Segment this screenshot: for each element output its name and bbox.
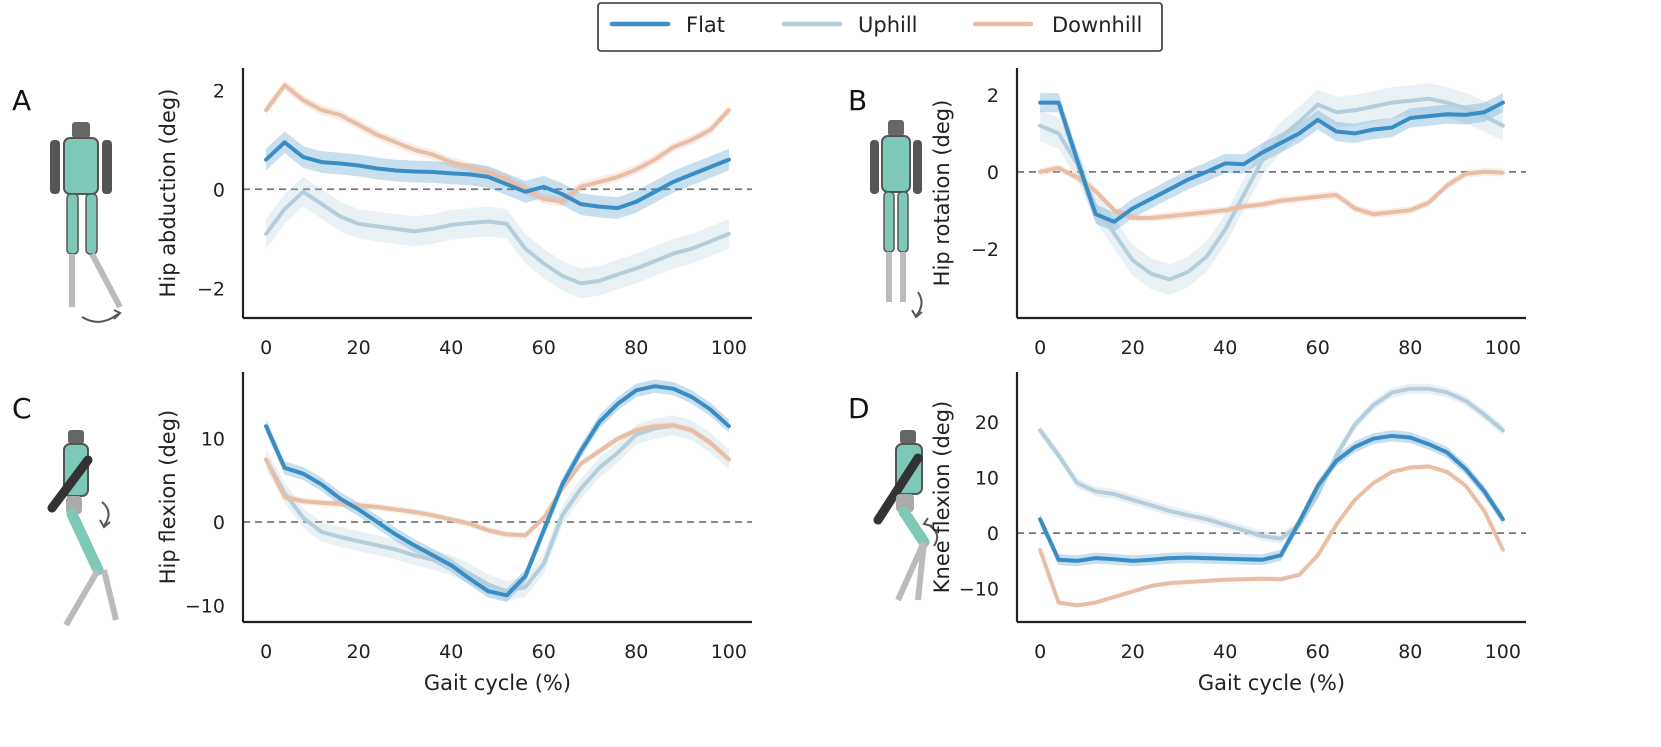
panel-a-xtick-label: 40 [439, 337, 463, 359]
panel-b-xtick-label: 80 [1398, 337, 1422, 359]
panel-c-band-uphill [266, 415, 729, 602]
panel-a-ytick-label: 2 [213, 80, 225, 102]
panel-c-xtick-label: 40 [439, 641, 463, 663]
panel-letter-b: B [848, 84, 867, 117]
panel-d-knee-flexion: 0 20 40 60 80 100 −10 0 10 20 Knee flexion (deg) Ga… [930, 372, 1526, 695]
panel-d-ytick-label: 20 [975, 412, 999, 434]
legend: Flat Uphill Downhill [597, 2, 1163, 52]
panel-a-xtick-label: 60 [532, 337, 556, 359]
panel-b-line-flat [1038, 100, 1505, 224]
legend-label-flat: Flat [686, 13, 725, 37]
panel-c-xlabel: Gait cycle (%) [424, 671, 571, 695]
panel-d-xtick-label: 60 [1306, 641, 1330, 663]
panel-c-ytick-label: −10 [185, 595, 225, 617]
panel-c-ylabel: Hip flexion (deg) [156, 410, 180, 584]
panel-c-xtick-label: 0 [260, 641, 272, 663]
panel-b-xtick-label: 0 [1034, 337, 1046, 359]
panel-d-ytick-label: 0 [987, 523, 999, 545]
panel-letter-c: C [12, 392, 32, 425]
panel-b-ytick-label: 0 [987, 162, 999, 184]
panel-b-xtick-label: 40 [1213, 337, 1237, 359]
panel-c-xtick-label: 20 [347, 641, 371, 663]
panel-c-ytick-label: 0 [213, 512, 225, 534]
panel-d-xtick-label: 40 [1213, 641, 1237, 663]
panel-c-hip-flexion: 0 20 40 60 80 100 −10 0 10 Hip flexion (deg) Gait … [156, 372, 752, 695]
robot-hip-abduction-icon [50, 122, 123, 323]
robot-knee-flexion-icon [873, 430, 939, 602]
panel-a-line-uphill [264, 189, 731, 286]
panel-d-xtick-label: 20 [1121, 641, 1145, 663]
panel-a-hip-abduction: 0 20 40 60 80 100 −2 0 2 Hip abduction (deg) [156, 68, 752, 359]
panel-b-xtick-label: 100 [1485, 337, 1521, 359]
panel-a-line-downhill [264, 83, 731, 204]
panel-c-xtick-label: 60 [532, 641, 556, 663]
panel-b-ytick-label: 2 [987, 85, 999, 107]
panel-b-ytick-label: −2 [971, 239, 999, 261]
panel-b-line-downhill [1038, 166, 1505, 220]
panel-a-band-downhill [266, 80, 729, 207]
panel-c-xtick-label: 80 [624, 641, 648, 663]
panel-c-line-uphill [264, 423, 731, 594]
panel-a-ytick-label: 0 [213, 179, 225, 201]
panel-b-hip-rotation: 0 20 40 60 80 100 −2 0 2 Hip rotation (deg) [930, 68, 1526, 359]
panel-c-band-flat [266, 379, 729, 602]
legend-frame [597, 2, 1163, 52]
panel-a-xtick-label: 20 [347, 337, 371, 359]
panel-c-line-downhill [264, 423, 731, 538]
robot-hip-rotation-icon [870, 120, 923, 319]
panel-a-ylabel: Hip abduction (deg) [156, 89, 180, 298]
panel-a-xtick-label: 0 [260, 337, 272, 359]
panel-d-line-flat [1038, 433, 1505, 563]
panel-d-xtick-label: 80 [1398, 641, 1422, 663]
panel-d-ylabel: Knee flexion (deg) [930, 401, 954, 593]
panel-b-xtick-label: 60 [1306, 337, 1330, 359]
panel-letter-d: D [848, 392, 870, 425]
panel-letter-a: A [12, 84, 31, 117]
panel-d-band-uphill [1040, 383, 1503, 544]
panel-d-xlabel: Gait cycle (%) [1198, 671, 1345, 695]
panel-a-xtick-label: 100 [711, 337, 747, 359]
panel-d-line-downhill [1038, 464, 1505, 608]
panel-d-xtick-label: 100 [1485, 641, 1521, 663]
robot-hip-flexion-icon [47, 430, 119, 627]
panel-c-xtick-label: 100 [711, 641, 747, 663]
panel-c-ytick-label: 10 [201, 429, 225, 451]
panel-a-xtick-label: 80 [624, 337, 648, 359]
panel-a-band-uphill [266, 176, 729, 299]
legend-label-uphill: Uphill [858, 13, 918, 37]
panel-d-line-uphill [1038, 386, 1505, 541]
panel-d-ytick-label: −10 [959, 579, 999, 601]
panel-a-line-flat [264, 140, 731, 211]
panel-b-line-uphill [1038, 96, 1505, 282]
panel-c-line-flat [264, 384, 731, 598]
panel-b-xtick-label: 20 [1121, 337, 1145, 359]
panel-b-ylabel: Hip rotation (deg) [930, 100, 954, 287]
panel-d-ytick-label: 10 [975, 468, 999, 490]
panel-d-xtick-label: 0 [1034, 641, 1046, 663]
legend-label-downhill: Downhill [1052, 13, 1142, 37]
panel-a-ytick-label: −2 [197, 278, 225, 300]
